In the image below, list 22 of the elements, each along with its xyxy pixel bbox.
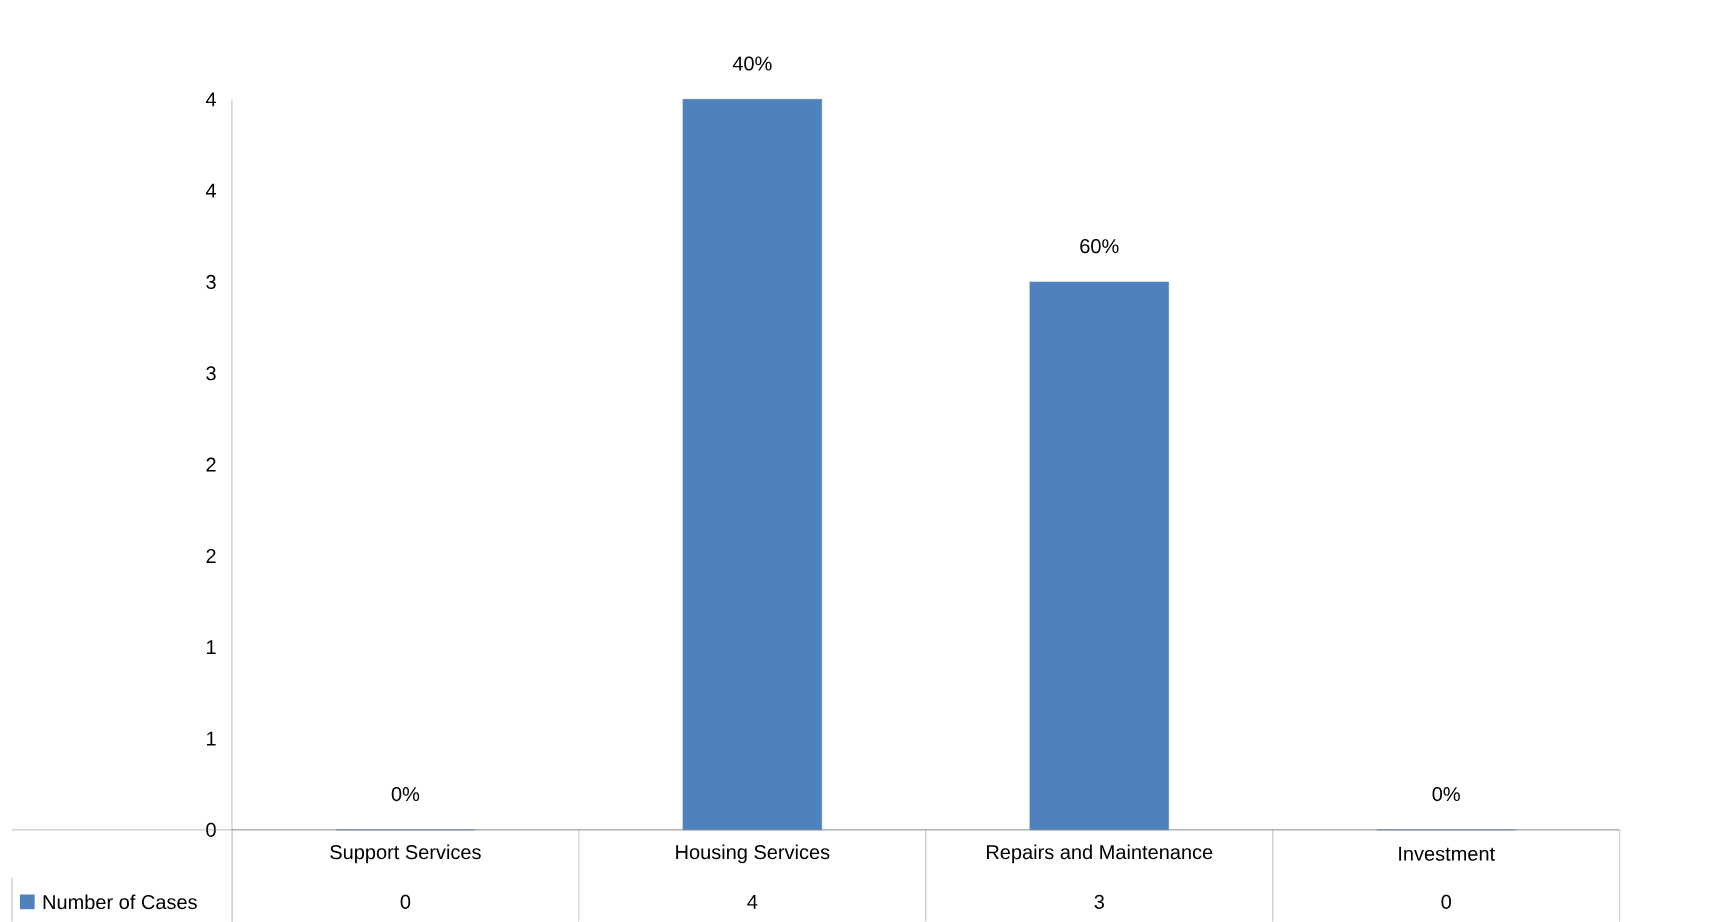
y-tick-label: 3 [206,366,216,381]
data-label: 3 [1094,894,1104,909]
y-tick-label: 2 [206,548,216,563]
annotation: 0% [1432,787,1460,802]
x-tick-label: Investment [1399,846,1495,861]
y-tick-label: 1 [206,731,216,746]
y-tick-label: 1 [206,640,216,655]
y-tick-label: 4 [205,92,216,107]
y-tick-label: 2 [206,457,216,472]
legend-label: Number of Cases [43,894,197,910]
x-tick-label: Repairs and Maintenance [987,844,1213,864]
annotation: 40% [732,56,772,71]
annotation: 60% [1080,239,1119,254]
x-tick-label: Support Services [330,844,481,864]
annotation: 0% [391,787,420,802]
y-tick-label: 0 [206,822,216,837]
x-tick-label: Housing Services [676,844,830,864]
data-label: 0 [400,894,411,909]
y-tick-label: 4 [205,183,216,198]
y-tick-label: 3 [206,274,216,290]
data-label: 4 [747,895,758,909]
data-label: 0 [1441,894,1452,909]
